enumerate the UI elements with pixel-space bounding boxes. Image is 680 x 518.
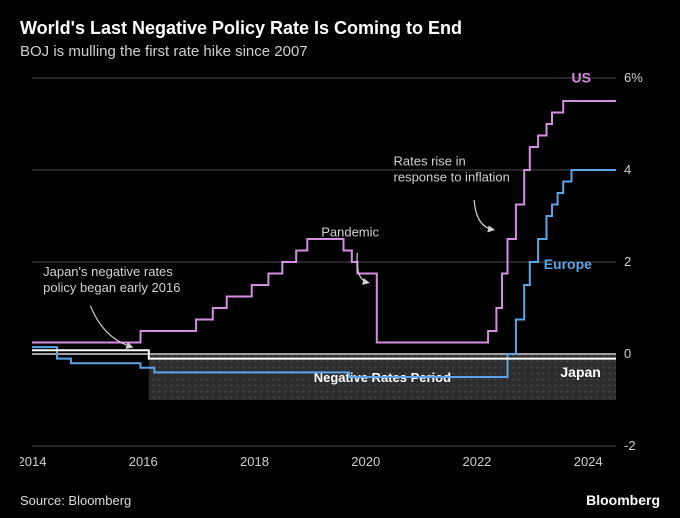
svg-text:Pandemic: Pandemic — [321, 225, 379, 240]
svg-text:6%: 6% — [624, 72, 643, 85]
svg-text:policy began early 2016: policy began early 2016 — [43, 280, 180, 295]
svg-text:-2: -2 — [624, 438, 636, 453]
svg-text:4: 4 — [624, 162, 631, 177]
plot-area: -20246%Negative Rates Period201420162018… — [20, 72, 660, 472]
brand-text: Bloomberg — [586, 492, 660, 508]
chart-title: World's Last Negative Policy Rate Is Com… — [20, 18, 660, 39]
chart-subtitle: BOJ is mulling the first rate hike since… — [20, 43, 660, 60]
svg-text:Europe: Europe — [544, 256, 592, 272]
chart-footer: Source: Bloomberg Bloomberg — [20, 492, 660, 508]
chart-svg: -20246%Negative Rates Period201420162018… — [20, 72, 660, 472]
svg-text:2022: 2022 — [462, 454, 491, 469]
svg-text:US: US — [572, 72, 591, 86]
svg-text:Japan's negative rates: Japan's negative rates — [43, 264, 173, 279]
svg-text:Japan: Japan — [560, 364, 600, 380]
svg-text:2016: 2016 — [129, 454, 158, 469]
svg-text:2018: 2018 — [240, 454, 269, 469]
source-text: Source: Bloomberg — [20, 493, 131, 508]
svg-text:response to inflation: response to inflation — [394, 169, 510, 184]
svg-text:Rates rise in: Rates rise in — [394, 153, 466, 168]
svg-text:2: 2 — [624, 254, 631, 269]
svg-text:2024: 2024 — [574, 454, 603, 469]
svg-text:2020: 2020 — [351, 454, 380, 469]
svg-text:0: 0 — [624, 346, 631, 361]
svg-text:2014: 2014 — [20, 454, 46, 469]
chart-container: World's Last Negative Policy Rate Is Com… — [0, 0, 680, 518]
